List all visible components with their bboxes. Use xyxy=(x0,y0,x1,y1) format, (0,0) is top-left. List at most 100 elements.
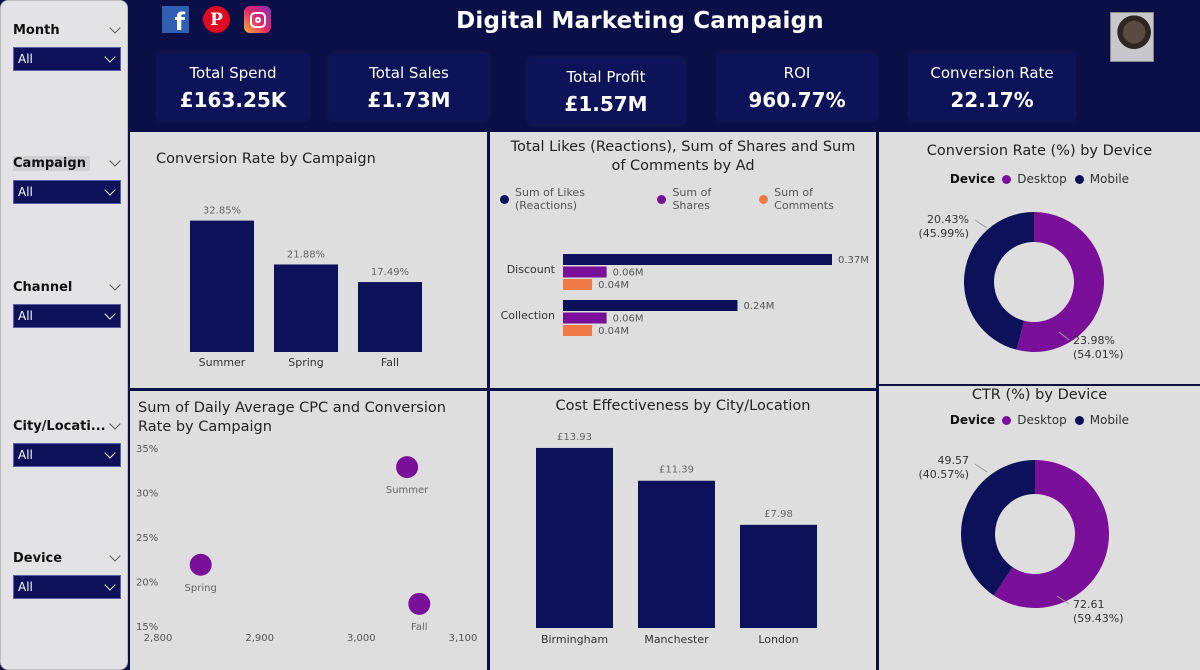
donut-slice xyxy=(963,212,1034,350)
bar xyxy=(563,279,593,290)
cpc-vs-conversion-panel: Sum of Daily Average CPC and Conversion … xyxy=(130,391,487,670)
x-tick-label: 2,800 xyxy=(144,633,173,644)
y-tick-label: Discount xyxy=(507,263,556,276)
chart-legend: Device Desktop Mobile xyxy=(879,172,1200,186)
donut-slice xyxy=(993,460,1109,608)
chevron-down-icon xyxy=(104,578,116,591)
bar xyxy=(563,312,607,324)
page-title: Digital Marketing Campaign xyxy=(456,8,824,34)
data-label: 17.49% xyxy=(371,267,409,278)
campaign-slicer: Campaign All xyxy=(13,154,123,204)
chevron-down-icon xyxy=(104,50,116,63)
point-label: Fall xyxy=(411,622,428,633)
data-label: 49.57 xyxy=(938,454,970,467)
legend-swatch xyxy=(657,194,667,204)
bar xyxy=(536,447,613,628)
data-label: 0.04M xyxy=(598,326,629,337)
facebook-icon[interactable]: f xyxy=(162,6,189,34)
bar xyxy=(358,282,422,352)
scatter-point xyxy=(396,456,419,479)
legend-swatch xyxy=(1074,174,1084,184)
data-label: £13.93 xyxy=(557,432,592,443)
channel-slicer-title: Channel xyxy=(13,279,73,295)
campaign-dropdown[interactable]: All xyxy=(13,180,121,204)
x-tick-label: 2,900 xyxy=(245,633,274,644)
campaign-dropdown-value: All xyxy=(18,185,33,199)
chevron-down-icon[interactable] xyxy=(109,279,121,291)
chart-title: Sum of Daily Average CPC and Conversion … xyxy=(138,400,446,435)
legend-item: Desktop xyxy=(1017,413,1067,427)
ctr-by-device-panel: CTR (%) by Device Device Desktop Mobile … xyxy=(879,386,1200,670)
x-tick-label: London xyxy=(758,633,798,646)
device-slicer-title: Device xyxy=(13,550,63,566)
chevron-down-icon[interactable] xyxy=(109,22,121,34)
data-label: £11.39 xyxy=(659,465,694,476)
social-links: f P xyxy=(162,6,271,34)
kpi-card-total-spend: Total Spend £163.25K xyxy=(158,54,308,120)
bar xyxy=(563,266,607,278)
data-label: 20.43% xyxy=(927,213,969,226)
data-label: 21.88% xyxy=(287,249,325,260)
legend-title: Device xyxy=(949,413,996,427)
chevron-down-icon[interactable] xyxy=(109,155,121,167)
bar xyxy=(563,300,738,311)
month-dropdown[interactable]: All xyxy=(13,47,121,71)
legend-swatch xyxy=(759,194,769,204)
instagram-icon[interactable] xyxy=(244,6,271,33)
month-slicer: Month All xyxy=(13,21,123,71)
kpi-value: £1.73M xyxy=(367,88,451,112)
chart-title: Cost Effectiveness by City/Location xyxy=(555,398,811,414)
data-label: 23.98% xyxy=(1073,334,1115,347)
conversion-by-campaign-panel: Conversion Rate by Campaign 32.85% Summer… xyxy=(130,132,487,388)
x-tick-label: 3,000 xyxy=(347,633,376,644)
filter-panel: Month All Campaign All Channel All City/… xyxy=(0,0,128,670)
donut-slice xyxy=(961,460,1035,596)
chart-title: Total Likes (Reactions), Sum of Shares a… xyxy=(510,139,856,174)
kpi-label: ROI xyxy=(783,64,811,82)
leader-line xyxy=(1058,331,1070,341)
device-dropdown[interactable]: All xyxy=(13,575,121,599)
kpi-card-roi: ROI 960.77% xyxy=(718,54,876,120)
scatter-point xyxy=(408,592,431,615)
kpi-value: £163.25K xyxy=(179,88,287,112)
conversion-by-device-donut: 23.98%(54.01%) 20.43%(45.99%) xyxy=(918,212,1124,361)
data-label: £7.98 xyxy=(764,509,793,520)
campaign-slicer-title: Campaign xyxy=(13,155,90,171)
kpi-card-total-profit: Total Profit £1.57M xyxy=(528,58,684,124)
y-tick-label: 20% xyxy=(136,578,158,589)
point-label: Spring xyxy=(185,583,217,594)
kpi-card-total-sales: Total Sales £1.73M xyxy=(330,54,488,120)
kpi-value: £1.57M xyxy=(564,92,648,116)
channel-dropdown[interactable]: All xyxy=(13,304,121,328)
avatar xyxy=(1110,12,1154,62)
kpi-label: Conversion Rate xyxy=(930,64,1054,82)
y-tick-label: 30% xyxy=(136,489,158,500)
city-dropdown[interactable]: All xyxy=(13,443,121,467)
data-label: 32.85% xyxy=(203,206,241,217)
city-dropdown-value: All xyxy=(18,448,33,462)
y-tick-label: 15% xyxy=(136,622,158,633)
device-dropdown-value: All xyxy=(18,580,33,594)
x-tick-label: Fall xyxy=(381,356,399,369)
x-tick-label: Summer xyxy=(199,356,246,369)
kpi-value: 960.77% xyxy=(748,88,846,112)
pinterest-icon[interactable]: P xyxy=(203,6,230,33)
y-tick-label: Collection xyxy=(501,309,555,322)
kpi-label: Total Spend xyxy=(189,64,277,82)
bar xyxy=(563,254,832,265)
chevron-down-icon[interactable] xyxy=(109,418,121,430)
data-label: 0.37M xyxy=(838,255,869,266)
legend-item: Sum of Comments xyxy=(774,186,834,212)
chevron-down-icon[interactable] xyxy=(109,550,121,562)
chart-title: CTR (%) by Device xyxy=(971,387,1108,403)
data-label: 0.06M xyxy=(613,314,644,325)
legend-swatch xyxy=(1074,415,1084,425)
legend-swatch xyxy=(1002,415,1012,425)
cost-effectiveness-chart: £13.93 Birmingham £11.39 Manchester £7.98 Lon… xyxy=(536,432,817,646)
conversion-by-device-panel: Conversion Rate (%) by Device Device Des… xyxy=(879,132,1200,384)
channel-slicer: Channel All xyxy=(13,278,123,328)
x-tick-label: Spring xyxy=(288,356,324,369)
conversion-by-campaign-chart: 32.85% Summer 21.88% Spring 17.49% Fall xyxy=(190,206,422,369)
engagement-by-ad-panel: Total Likes (Reactions), Sum of Shares a… xyxy=(490,132,876,388)
data-label: (45.99%) xyxy=(918,227,969,240)
